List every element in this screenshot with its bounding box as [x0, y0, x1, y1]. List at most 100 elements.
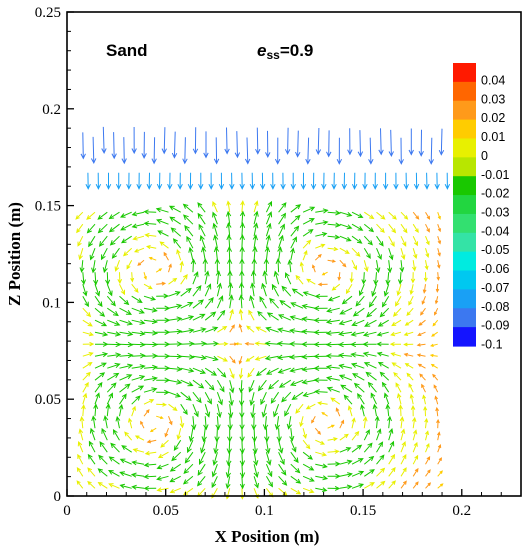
velocity-arrow — [398, 404, 403, 417]
velocity-arrow — [423, 272, 428, 283]
y-tick-label: 0.25 — [35, 5, 61, 21]
velocity-arrow — [131, 460, 145, 466]
velocity-arrow — [229, 172, 235, 190]
velocity-arrow — [257, 310, 267, 321]
velocity-arrow — [326, 307, 340, 313]
velocity-arrow — [400, 467, 407, 477]
velocity-arrow — [217, 367, 227, 378]
velocity-arrow — [82, 295, 89, 308]
velocity-arrow — [82, 371, 91, 381]
velocity-arrow — [425, 456, 431, 465]
velocity-arrow — [302, 291, 316, 297]
velocity-arrow — [105, 172, 112, 190]
velocity-arrow — [383, 392, 390, 405]
velocity-arrow — [217, 341, 229, 347]
velocity-arrow — [239, 270, 245, 285]
velocity-arrow — [82, 362, 93, 369]
x-tick-label: 0 — [63, 503, 71, 519]
velocity-arrow — [327, 437, 338, 442]
velocity-arrow — [238, 368, 244, 380]
velocity-arrow — [180, 302, 194, 309]
velocity-arrow — [143, 330, 159, 336]
velocity-arrow — [146, 245, 157, 250]
velocity-arrow — [156, 389, 170, 395]
velocity-arrow — [302, 391, 316, 398]
velocity-arrow — [180, 354, 195, 360]
colorbar-label: 0.03 — [481, 92, 505, 106]
velocity-arrow — [437, 457, 442, 465]
velocity-arrow — [167, 172, 173, 190]
velocity-arrow — [337, 352, 353, 359]
velocity-arrow — [182, 137, 188, 165]
velocity-arrow — [254, 341, 267, 346]
velocity-arrow — [362, 351, 377, 357]
velocity-arrow — [417, 363, 426, 369]
velocity-arrow — [351, 235, 363, 244]
velocity-arrow — [192, 379, 205, 389]
velocity-arrow — [351, 470, 365, 477]
velocity-arrow — [399, 260, 405, 273]
x-tick-label: 0.15 — [350, 503, 376, 519]
velocity-arrow — [94, 362, 107, 369]
velocity-arrow — [168, 328, 183, 335]
velocity-arrow — [376, 454, 385, 465]
velocity-arrow — [350, 362, 365, 369]
velocity-arrow — [438, 128, 445, 156]
velocity-arrow — [273, 270, 280, 285]
velocity-arrow — [321, 172, 327, 190]
velocity-arrow — [379, 307, 390, 318]
velocity-arrow — [246, 325, 255, 333]
velocity-arrow — [326, 375, 340, 382]
velocity-arrow — [239, 222, 246, 237]
velocity-arrow — [156, 218, 169, 225]
velocity-arrow — [180, 315, 195, 321]
velocity-arrow — [119, 319, 133, 326]
velocity-arrow — [131, 295, 143, 303]
velocity-arrow — [284, 127, 291, 155]
velocity-arrow — [374, 415, 380, 429]
velocity-arrow — [425, 430, 429, 441]
velocity-arrow — [225, 488, 231, 500]
velocity-arrow — [226, 440, 232, 455]
velocity-arrow — [77, 453, 84, 465]
velocity-arrow — [141, 131, 147, 160]
velocity-arrow — [391, 362, 402, 369]
velocity-arrow — [388, 248, 394, 261]
velocity-arrow — [173, 439, 182, 451]
colorbar-label: -0.02 — [481, 187, 510, 201]
velocity-arrow — [437, 248, 441, 257]
velocity-arrow — [305, 137, 311, 165]
velocity-arrow — [143, 485, 157, 491]
velocity-arrow — [122, 247, 133, 257]
velocity-arrow — [367, 381, 377, 393]
velocity-arrow — [347, 128, 353, 156]
velocity-arrow — [168, 263, 172, 273]
velocity-arrow — [266, 367, 279, 375]
velocity-arrow — [106, 295, 116, 307]
colorbar-label: -0.04 — [481, 224, 510, 238]
velocity-arrow — [339, 447, 352, 453]
velocity-arrow — [94, 392, 100, 405]
velocity-arrow — [76, 480, 84, 489]
velocity-arrow — [290, 475, 302, 484]
velocity-arrow — [238, 308, 244, 321]
velocity-arrow — [188, 246, 194, 261]
velocity-arrow — [146, 439, 157, 444]
velocity-arrow — [239, 416, 245, 431]
velocity-arrow — [119, 295, 130, 306]
velocity-arrow — [108, 223, 120, 233]
velocity-arrow — [130, 472, 145, 478]
velocity-arrow — [247, 367, 255, 378]
velocity-arrow — [411, 416, 417, 429]
velocity-arrow — [216, 404, 222, 419]
colorbar-swatch — [453, 176, 476, 196]
velocity-arrow — [119, 483, 132, 489]
velocity-arrow — [395, 295, 402, 307]
velocity-arrow — [363, 455, 375, 465]
velocity-arrow — [119, 341, 134, 348]
velocity-arrow — [425, 442, 430, 453]
velocity-arrow — [239, 476, 245, 490]
velocity-arrow — [310, 172, 317, 190]
velocity-arrow — [363, 235, 373, 246]
velocity-arrow — [341, 172, 348, 190]
